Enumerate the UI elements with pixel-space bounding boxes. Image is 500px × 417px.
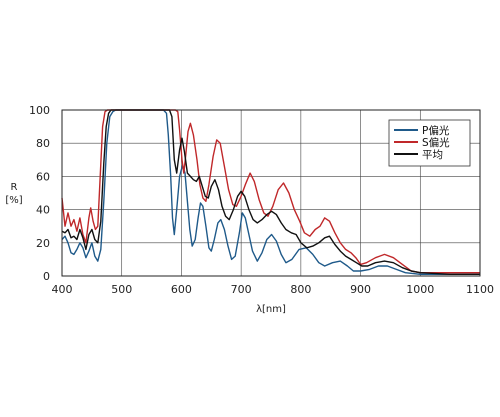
x-tick-label: 500	[111, 283, 132, 296]
series-line-1	[61, 109, 480, 274]
x-tick-label: 800	[290, 283, 311, 296]
y-tick-label: 100	[29, 104, 50, 117]
y-tick-label: 20	[36, 237, 50, 250]
y-tick-label: 0	[43, 270, 50, 283]
x-axis-label: λ[nm]	[256, 304, 286, 315]
y-tick-label: 40	[36, 204, 50, 217]
legend-label-1: S偏光	[422, 136, 450, 149]
x-tick-labels: 400 500 600 700 800 900 1000 1100	[52, 283, 495, 296]
x-tick-label: 600	[171, 283, 192, 296]
y-tick-labels: 0 20 40 60 80 100	[29, 104, 50, 283]
x-tick-label: 1100	[466, 283, 494, 296]
legend-label-0: P偏光	[422, 124, 450, 137]
x-tick-label: 1000	[406, 283, 434, 296]
y-tick-label: 80	[36, 137, 50, 150]
y-tick-label: 60	[36, 170, 50, 183]
x-tick-label: 700	[231, 283, 252, 296]
plot-frame	[61, 109, 481, 277]
x-tick-label: 900	[350, 283, 371, 296]
x-tick-label: 400	[52, 283, 73, 296]
y-axis-label: R	[11, 182, 18, 193]
series-lines	[61, 109, 480, 275]
legend-label-2: 平均	[422, 149, 443, 161]
series-line-0	[61, 109, 480, 275]
series-line-2	[61, 109, 480, 275]
y-axis-label-unit: [%]	[5, 195, 22, 206]
